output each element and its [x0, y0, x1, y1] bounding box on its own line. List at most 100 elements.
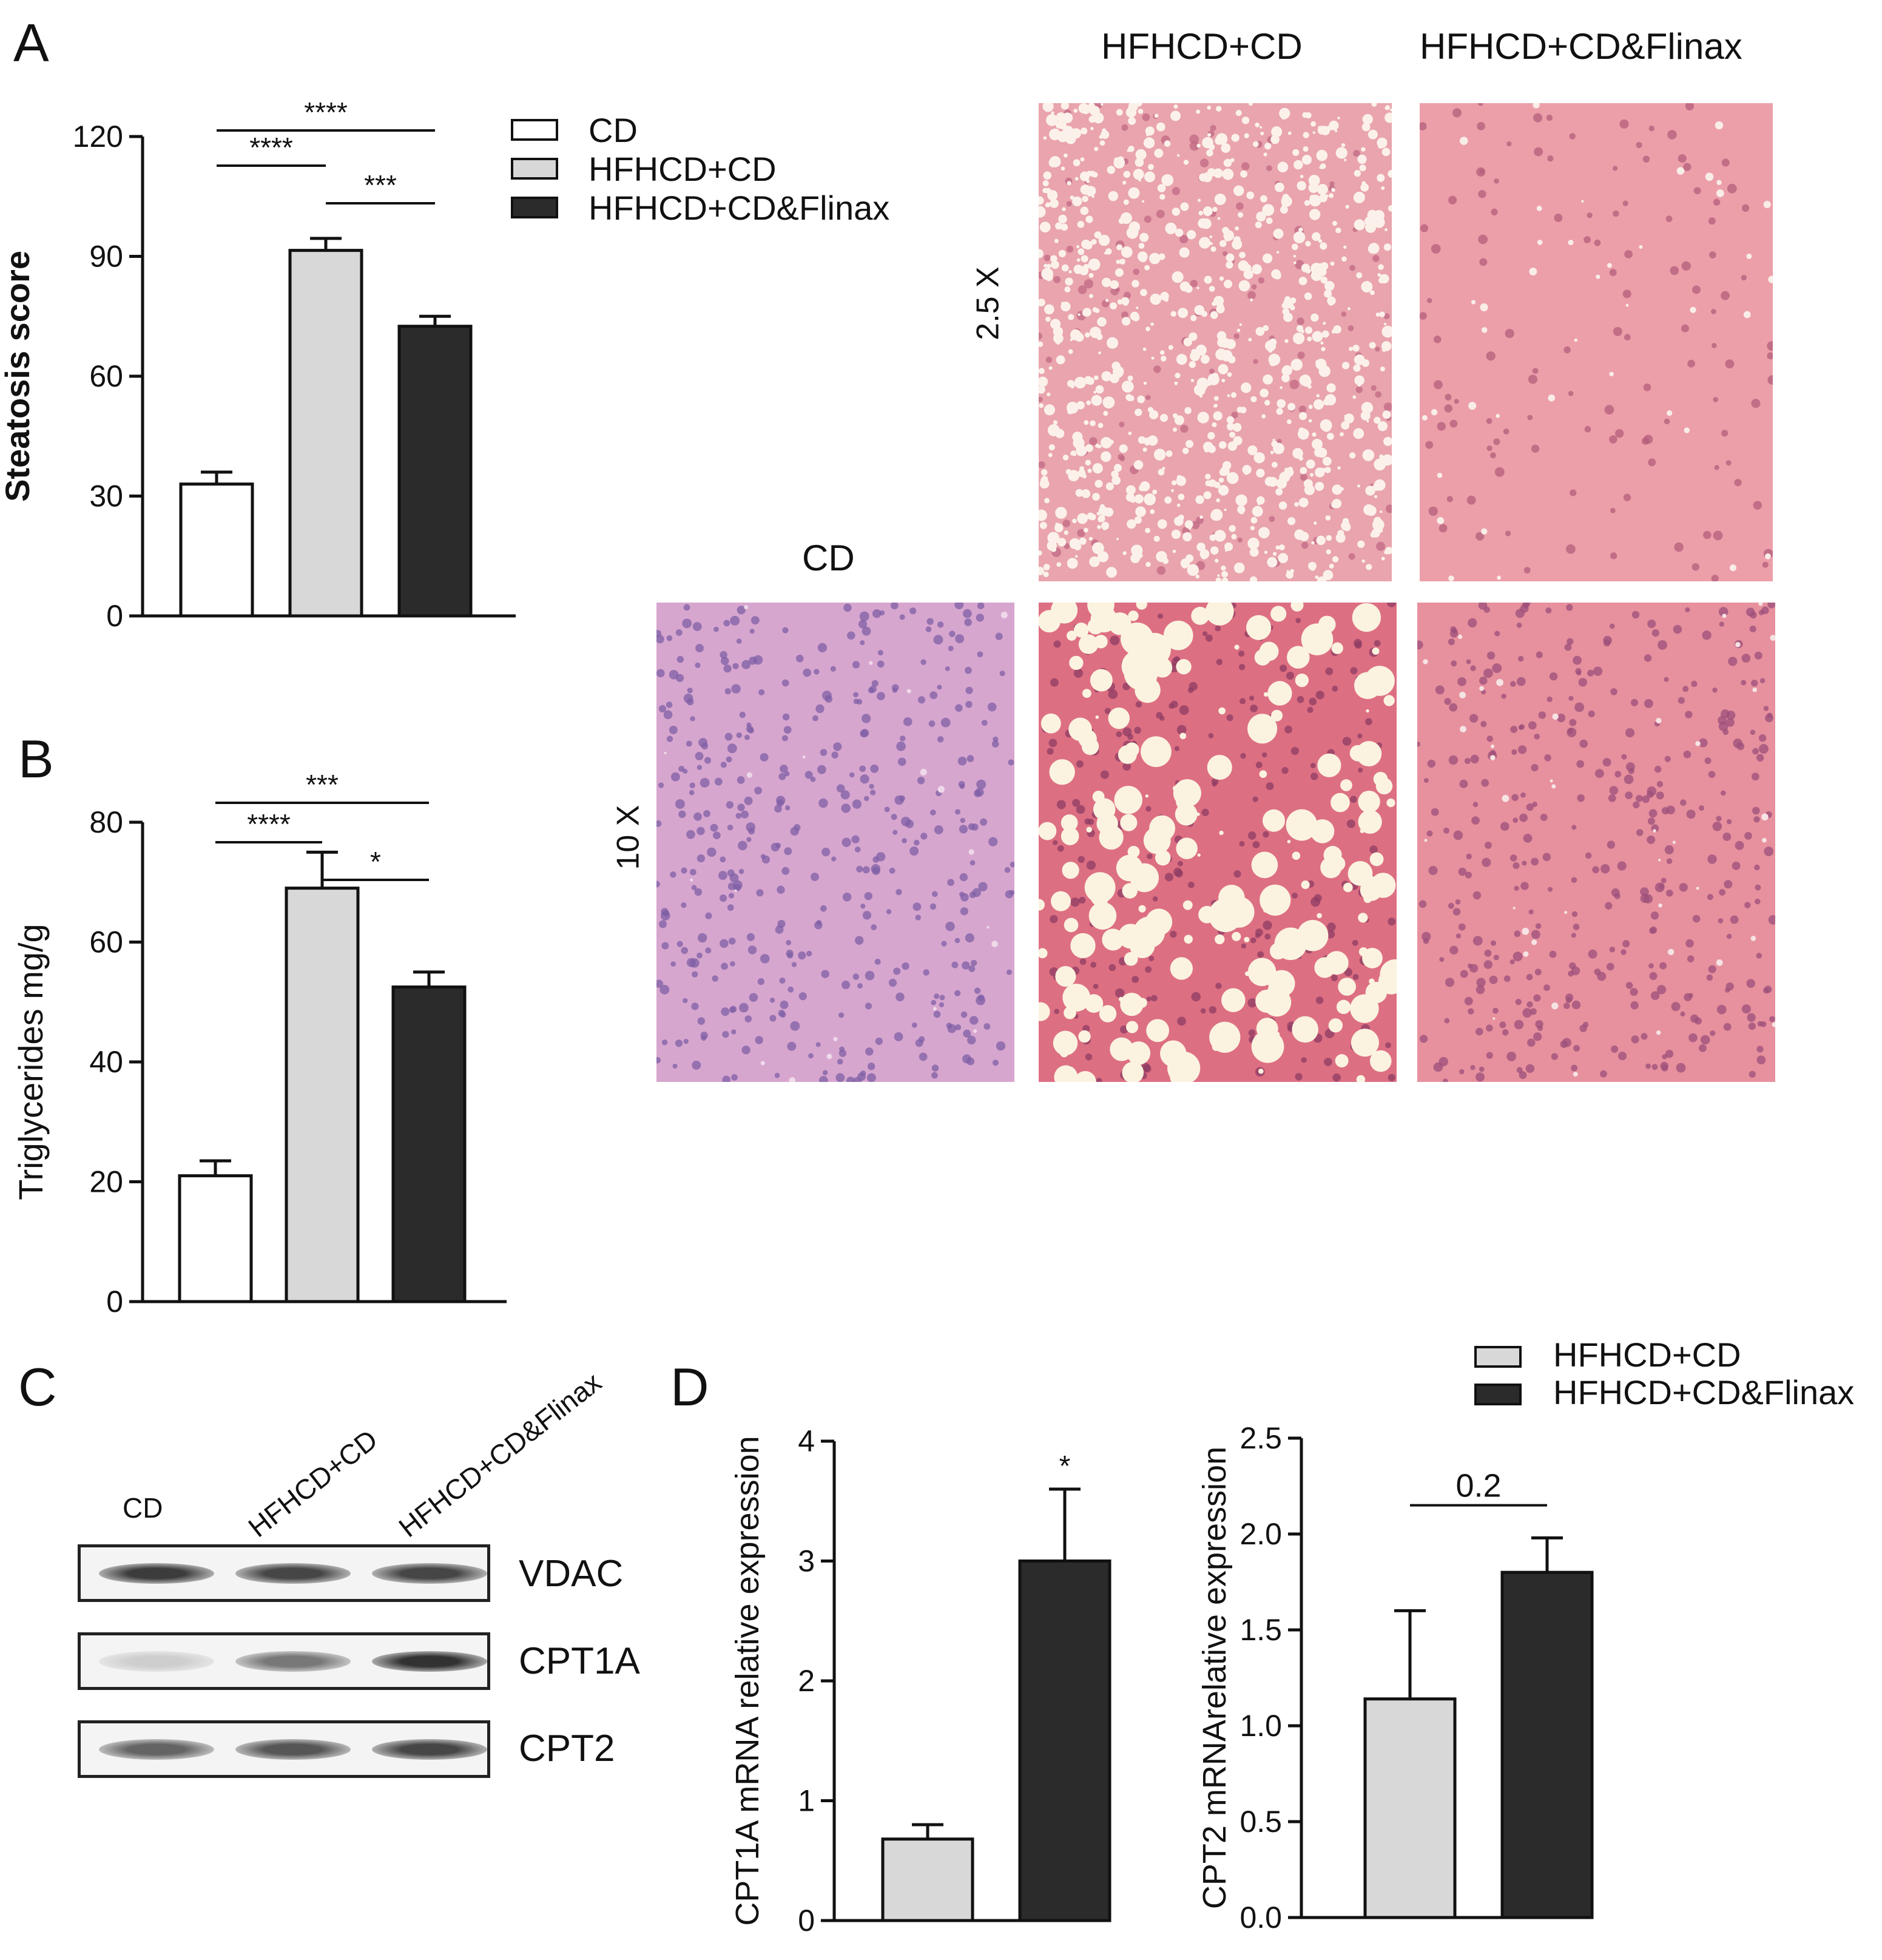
nucleus [895, 992, 905, 1002]
nucleus [1622, 200, 1628, 206]
lipid-vacuole [1695, 741, 1701, 746]
nucleus [1722, 833, 1732, 841]
lipid-vacuole [1073, 437, 1085, 449]
nucleus [1531, 763, 1539, 772]
nucleus [862, 626, 871, 636]
nucleus [1725, 718, 1735, 727]
lipid-vacuole [1079, 266, 1089, 275]
nucleus [929, 691, 938, 700]
nucleus [1666, 805, 1675, 815]
lipid-vacuole [1174, 381, 1178, 385]
lipid-vacuole [1270, 135, 1280, 144]
nucleus [1654, 882, 1665, 893]
nucleus [962, 961, 970, 970]
nucleus [929, 809, 936, 816]
nucleus [1452, 108, 1462, 118]
lipid-vacuole [1182, 900, 1193, 910]
lipid-vacuole [1459, 691, 1466, 698]
nucleus [864, 891, 873, 901]
nucleus [678, 810, 686, 819]
lipid-vacuole [1078, 634, 1099, 654]
nucleus [738, 840, 747, 851]
lipid-vacuole [1070, 195, 1074, 200]
nucleus [1387, 603, 1396, 607]
lipid-vacuole [1326, 535, 1332, 541]
nucleus [1753, 501, 1762, 510]
nucleus [1108, 689, 1118, 699]
lipid-vacuole [1264, 400, 1270, 406]
nucleus [1438, 1056, 1448, 1067]
nucleus [1471, 816, 1480, 825]
lipid-vacuole [1091, 238, 1097, 245]
nucleus [682, 618, 692, 629]
nucleus [1614, 771, 1622, 778]
lipid-vacuole [1323, 398, 1331, 406]
nucleus [977, 651, 983, 658]
nucleus [694, 888, 703, 896]
lipid-vacuole [1317, 913, 1322, 919]
lipid-vacuole [1283, 298, 1293, 309]
nucleus [1180, 424, 1189, 433]
nucleus [1478, 234, 1488, 245]
nucleus [1499, 1021, 1506, 1029]
lipid-vacuole [1172, 271, 1184, 283]
lipid-vacuole [1202, 172, 1212, 183]
lipid-vacuole [1171, 480, 1177, 485]
lipid-vacuole [1263, 152, 1267, 157]
nucleus [1547, 155, 1554, 162]
nucleus [963, 1029, 971, 1038]
nucleus [1665, 1050, 1674, 1058]
nucleus [1146, 996, 1152, 1002]
lipid-vacuole [802, 755, 806, 759]
lipid-vacuole [1316, 394, 1320, 397]
nucleus [869, 789, 876, 796]
lipid-vacuole [1122, 1061, 1144, 1082]
lipid-vacuole [1312, 232, 1321, 242]
lipid-vacuole [1115, 268, 1124, 277]
nucleus [1134, 726, 1141, 734]
lipid-vacuole [1046, 114, 1058, 126]
nucleus [1659, 962, 1667, 970]
lipid-vacuole [1058, 121, 1067, 130]
lipid-vacuole [1320, 262, 1329, 270]
nucleus [1676, 1063, 1686, 1073]
nucleus [1239, 698, 1246, 705]
nucleus [1170, 700, 1178, 708]
nucleus [1758, 734, 1767, 742]
lipid-vacuole [1091, 394, 1102, 406]
nucleus [1247, 831, 1256, 840]
nucleus [1619, 119, 1629, 129]
lipid-vacuole [1201, 218, 1212, 229]
lipid-vacuole [1375, 313, 1380, 317]
nucleus [951, 961, 959, 968]
lipid-vacuole [1307, 385, 1312, 389]
nucleus [1078, 285, 1087, 294]
nucleus [1372, 255, 1380, 262]
nucleus [1148, 956, 1155, 961]
nucleus [1433, 336, 1442, 343]
nucleus [1344, 968, 1353, 976]
nucleus [1491, 208, 1498, 216]
lipid-vacuole [1377, 421, 1388, 431]
lipid-vacuole [1458, 634, 1463, 640]
nucleus [1754, 864, 1760, 871]
lipid-vacuole [1238, 280, 1250, 292]
nucleus [718, 871, 727, 880]
lipid-vacuole [1190, 351, 1200, 362]
nucleus [1365, 718, 1372, 726]
nucleus [1542, 853, 1551, 862]
nucleus [1215, 982, 1222, 989]
lipid-vacuole [1768, 275, 1773, 283]
legend-swatch-hfhcd-cd-flinax [511, 197, 558, 218]
lipid-vacuole [1062, 984, 1091, 1012]
y-axis-label: Triglycerides mg/g [12, 924, 50, 1200]
nucleus [1621, 754, 1627, 760]
lipid-vacuole [1492, 1017, 1496, 1020]
y-tick-label: 0 [106, 599, 123, 633]
nucleus [1341, 311, 1347, 317]
lipid-vacuole [1320, 242, 1327, 250]
lipid-vacuole [1128, 146, 1135, 152]
lipid-vacuole [1145, 442, 1149, 446]
nucleus [1594, 239, 1601, 246]
nucleus [1190, 280, 1198, 288]
